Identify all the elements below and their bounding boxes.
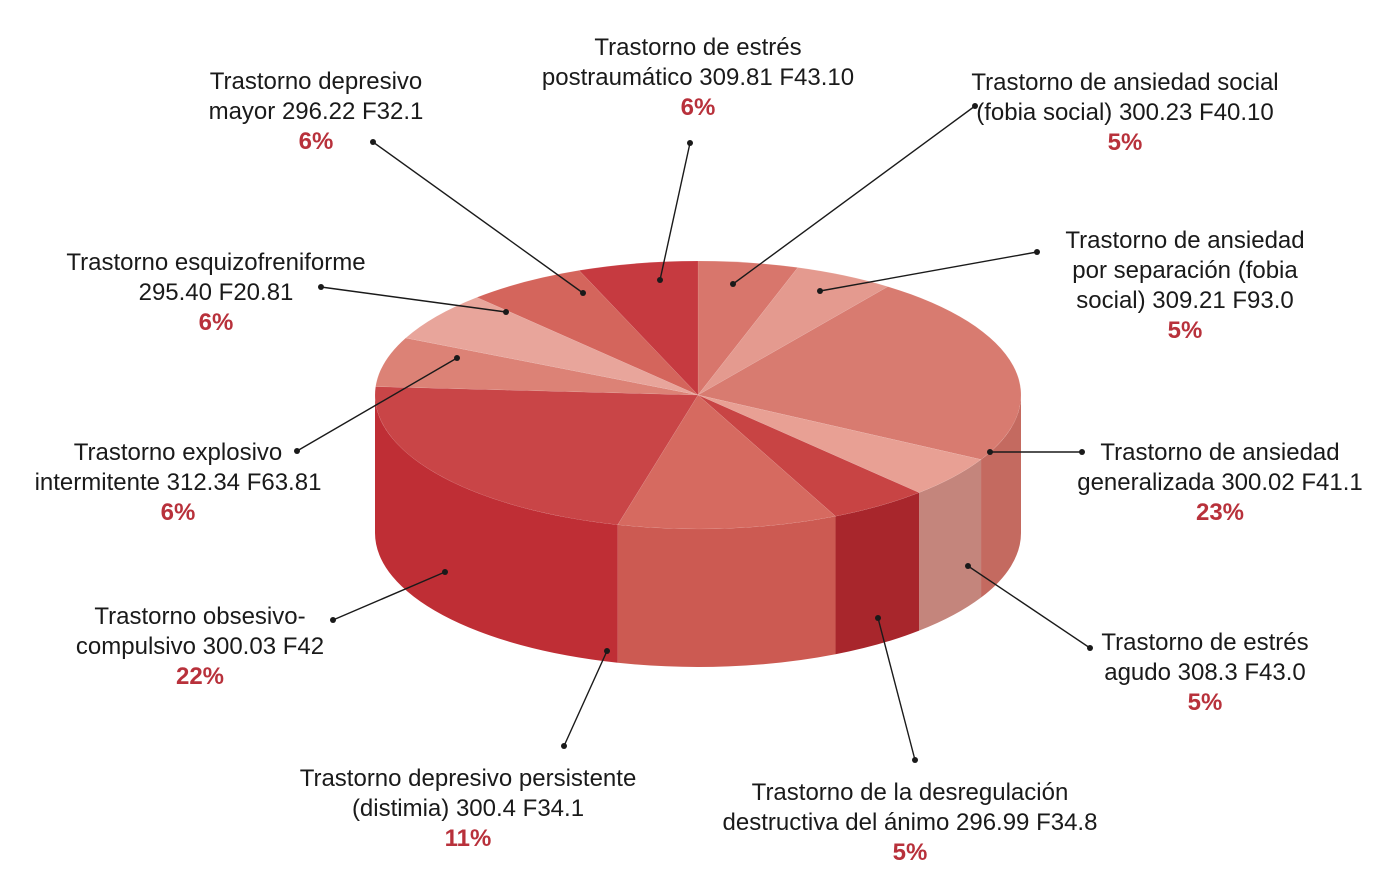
slice-label-2: Trastorno de ansiedad generalizada 300.02… [1077,439,1363,526]
slice-side-4 [835,492,920,655]
slice-label-line: destructiva del ánimo 296.99 F34.8 [723,809,1098,836]
slice-label-4: Trastorno de la desregulación destructiva… [723,779,1098,866]
leader-line-3 [967,565,1091,649]
leader-dot-10-0 [687,140,693,146]
leader-dot-2-1 [987,449,993,455]
leader-line-0 [732,105,976,285]
leader-dot-0-1 [730,281,736,287]
slice-5 [617,394,837,530]
slice-percent: 11% [445,825,492,852]
slice-label-line: generalizada 300.02 F41.1 [1077,469,1363,496]
leader-dot-10-1 [657,277,663,283]
slice-label-6: Trastorno obsesivo-compulsivo 300.03 F42… [76,603,324,690]
slice-percent: 5% [1108,129,1143,156]
slice-label-line: (fobia social) 300.23 F40.10 [976,99,1274,126]
slice-percent: 5% [1168,317,1203,344]
slice-label-8: Trastorno esquizofreniforme 295.40 F20.81… [66,249,365,336]
slice-label-line: Trastorno de ansiedad social [971,69,1278,96]
leader-line-5 [563,650,608,747]
slice-0 [697,260,799,396]
slice-7 [375,337,699,396]
slice-label-line: Trastorno de estrés [1101,629,1308,656]
leader-dot-9-1 [580,290,586,296]
leader-dot-2-0 [1079,449,1085,455]
leader-dot-1-0 [1034,249,1040,255]
leader-dot-6-1 [442,569,448,575]
slice-label-line: intermitente 312.34 F63.81 [35,469,322,496]
slice-label-line: Trastorno depresivo [210,68,423,95]
slice-label-line: Trastorno esquizofreniforme [66,249,365,276]
slice-label-line: compulsivo 300.03 F42 [76,633,324,660]
leader-dot-4-0 [912,757,918,763]
leader-dot-3-1 [965,563,971,569]
slice-label-3: Trastorno de estrés agudo 308.3 F43.0 5% [1101,629,1308,716]
slice-label-line: Trastorno de ansiedad [1100,439,1339,466]
leader-dot-4-1 [875,615,881,621]
slice-percent: 22% [176,663,224,690]
slice-label-line: Trastorno depresivo persistente [300,765,637,792]
slice-label-line: por separación (fobia [1072,257,1298,284]
slice-label-line: (distimia) 300.4 F34.1 [352,795,584,822]
slice-percent: 6% [299,128,334,155]
leader-dot-3-0 [1087,645,1093,651]
slice-label-line: agudo 308.3 F43.0 [1104,659,1306,686]
slice-percent: 6% [161,499,196,526]
slice-6 [374,386,699,526]
slice-2 [697,286,1022,460]
slice-label-10: Trastorno de estrés postraumático 309.81 … [542,34,854,121]
leader-dot-5-1 [604,648,610,654]
slice-10 [578,260,699,396]
pie-tops [374,260,1022,530]
leader-dot-1-1 [817,288,823,294]
slice-label-line: Trastorno de la desregulación [752,779,1069,806]
slice-side-6 [375,395,618,663]
slice-9 [476,270,699,396]
slice-1 [697,267,889,396]
slice-percent: 5% [893,839,928,866]
slice-label-7: Trastorno explosivo intermitente 312.34 F… [35,439,322,526]
slice-percent: 6% [199,309,234,336]
leader-line-6 [332,571,446,621]
slice-label-line: 295.40 F20.81 [139,279,294,306]
leader-line-4 [877,617,916,761]
leader-dot-0-0 [972,103,978,109]
slice-label-line: Trastorno de estrés [594,34,801,61]
slice-label-0: Trastorno de ansiedad social (fobia socia… [971,69,1278,156]
leader-line-1 [819,251,1038,292]
slice-label-line: mayor 296.22 F32.1 [209,98,424,125]
slice-percent: 6% [681,94,716,121]
leader-line-10 [659,142,691,281]
leader-line-9 [372,141,584,294]
leader-lines [294,103,1093,763]
leader-dot-6-0 [330,617,336,623]
slice-percent: 5% [1188,689,1223,716]
slice-label-line: social) 309.21 F93.0 [1076,287,1293,314]
leader-dot-8-0 [318,284,324,290]
slice-8 [405,297,699,396]
slice-4 [697,394,920,517]
leader-dot-9-0 [370,139,376,145]
leader-dot-5-0 [561,743,567,749]
slice-label-line: postraumático 309.81 F43.10 [542,64,854,91]
slice-side-5 [617,516,836,667]
slice-percent: 23% [1196,499,1244,526]
slice-label-5: Trastorno depresivo persistente (distimia… [300,765,637,852]
slice-label-line: Trastorno obsesivo- [94,603,305,630]
slice-side-2 [981,395,1021,598]
leader-line-8 [320,286,507,313]
leader-dot-8-1 [503,309,509,315]
slice-label-9: Trastorno depresivo mayor 296.22 F32.1 6% [209,68,424,155]
slice-label-line: Trastorno explosivo [74,439,283,466]
slice-3 [697,394,982,493]
slice-labels: Trastorno de ansiedad social (fobia socia… [35,34,1363,866]
leader-line-7 [296,357,458,452]
leader-dot-7-1 [454,355,460,361]
slice-label-line: Trastorno de ansiedad [1065,227,1304,254]
pie-sides [375,395,1021,667]
leader-dot-7-0 [294,448,300,454]
slice-side-3 [919,459,982,631]
slice-label-1: Trastorno de ansiedad por separación (fob… [1065,227,1304,344]
